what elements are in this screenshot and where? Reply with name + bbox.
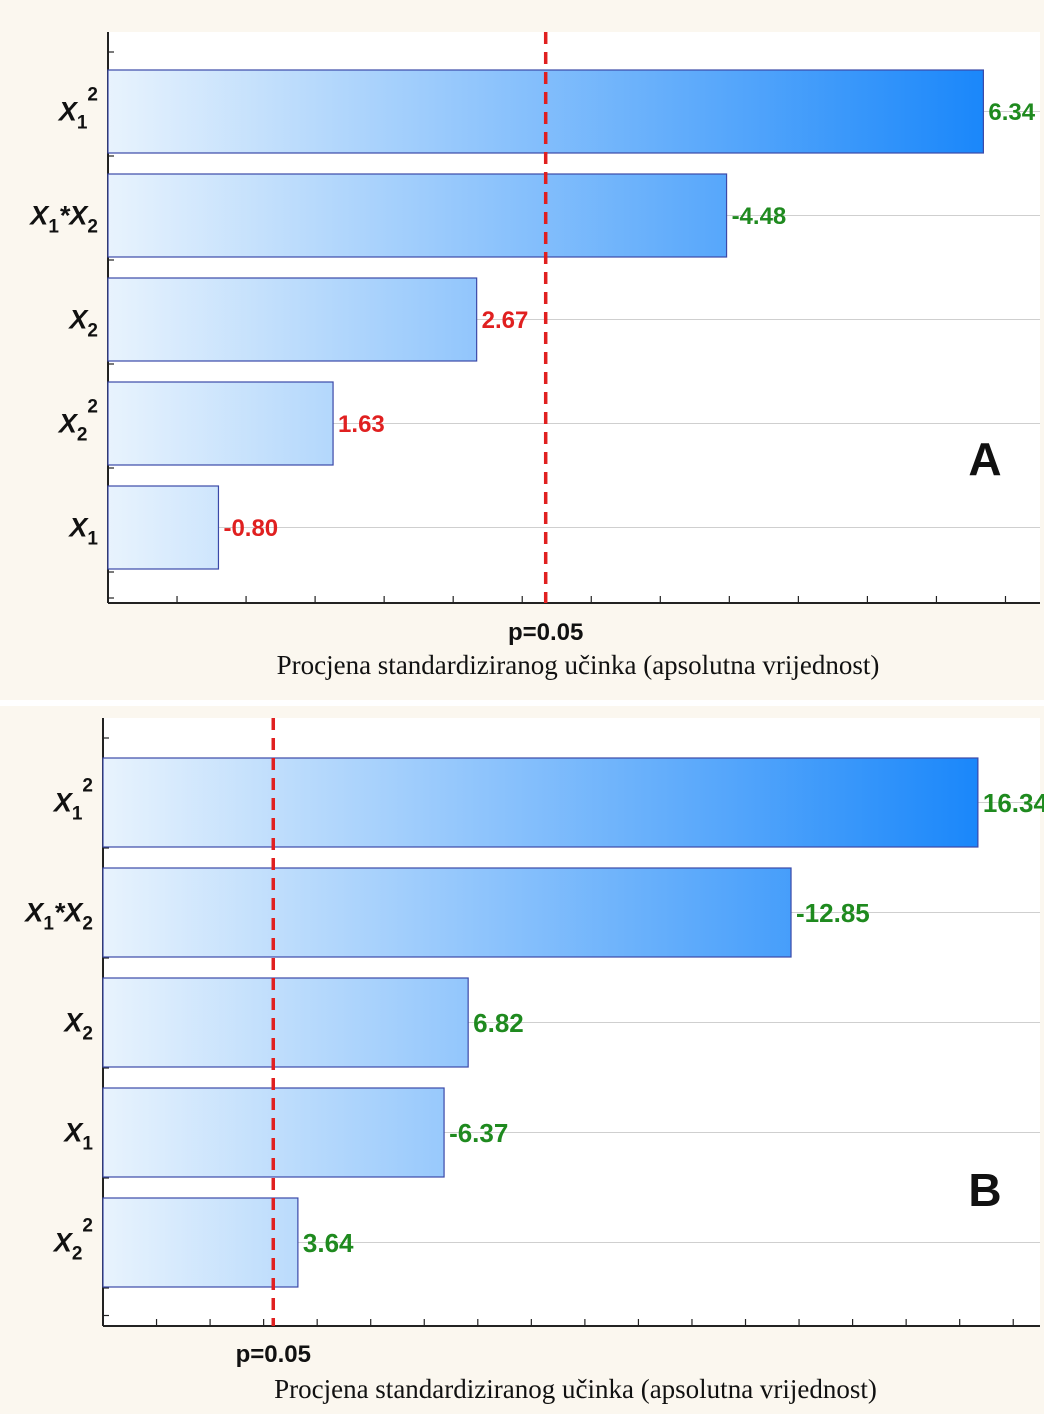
bar-X2^2 [107,381,334,466]
category-label-base: X [23,898,45,928]
significance-label: p=0.05 [508,619,583,646]
value-label: -12.85 [796,898,870,928]
category-label-sub: 2 [87,321,98,342]
category-label-sup: 2 [87,85,98,106]
category-label-sub: 1 [72,804,83,825]
bar-X1*X2 [102,867,792,958]
category-label-sup: 2 [82,1216,93,1237]
bar-X1^2 [102,757,979,848]
bar-X2^2 [102,1197,299,1288]
category-label-sub: 2 [77,425,88,446]
category-label-base: X [57,409,79,439]
category-label-sub: 1 [43,914,54,935]
panel-letter: B [968,1164,1001,1216]
value-label: 16.34 [983,788,1044,818]
category-label-base: X [57,97,79,127]
category-label-sub: 2 [82,1024,93,1045]
category-label: X2 2 [52,1216,93,1265]
category-label: X1 [67,513,98,550]
category-label-base: X [67,513,89,543]
category-label-base: X [62,1118,84,1148]
category-label-sub: 1 [48,217,59,238]
category-label: X1*X2 [28,201,98,238]
category-label-sup: 2 [87,397,98,418]
value-label: 6.34 [988,99,1035,126]
significance-label: p=0.05 [236,1341,311,1368]
category-label-sub2: 2 [82,914,93,935]
value-label: 6.82 [473,1008,524,1038]
category-label: X1 2 [52,776,93,825]
category-label: X2 [62,1008,93,1045]
category-label-sub: 1 [82,1134,93,1155]
value-label: 2.67 [482,307,529,334]
category-label: X2 [67,305,98,342]
category-label-sub: 1 [87,529,98,550]
value-label: 3.64 [303,1228,354,1258]
category-label-base: X [67,305,89,335]
category-label-mid: *X [54,898,85,928]
category-label: X1 [62,1118,93,1155]
value-label: -0.80 [223,515,278,542]
category-label-mid: *X [59,201,90,231]
value-label: -6.37 [449,1118,508,1148]
pareto-chart-b: 16.34 X12 -12.85 X1*X2 6.82 X2 -6.37 X1 3.64 X22 p… [0,706,1044,1414]
panel-letter: A [968,433,1001,485]
category-label-base: X [62,1008,84,1038]
category-label-base: X [52,788,74,818]
value-label: 1.63 [338,411,385,438]
bar-X2 [107,277,478,362]
bar-X2 [102,977,469,1068]
category-label: X1*X2 [23,898,93,935]
chart-a-svg: 6.34X12-4.48X1*X22.67X21.63X22-0.80X1p=0… [28,32,1040,680]
pareto-chart-a: 6.34 X12 -4.48 X1*X2 2.67 X2 1.63 X22 -0.80 X1 p=0… [0,0,1044,700]
category-label: X2 2 [57,397,98,446]
category-label-base: X [52,1228,74,1258]
x-axis-title: Procjena standardiziranog učinka (apsolu… [274,1374,877,1404]
value-label: -4.48 [732,203,787,230]
chart-b-svg: 16.34X12-12.85X1*X26.82X2-6.37X13.64X22p… [23,718,1044,1404]
category-label-sup: 2 [82,776,93,797]
bar-X1 [107,485,220,570]
category-label-sub2: 2 [87,217,98,238]
category-label-sub: 2 [72,1244,83,1265]
x-axis-title: Procjena standardiziranog učinka (apsolu… [277,650,880,680]
category-label: X1 2 [57,85,98,134]
category-label-base: X [28,201,50,231]
category-label-sub: 1 [77,113,88,134]
bar-X1*X2 [107,173,728,258]
